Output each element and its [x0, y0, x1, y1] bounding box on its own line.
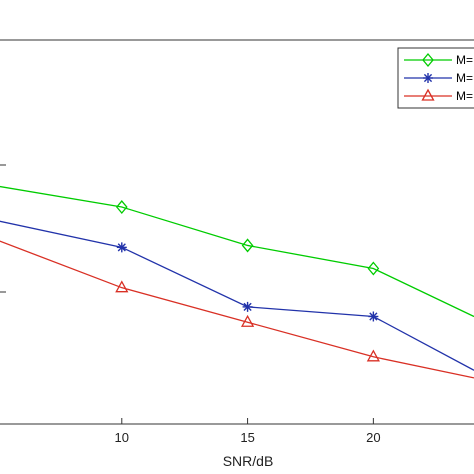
x-axis-title: SNR/dB	[223, 453, 274, 469]
legend-marker	[421, 88, 435, 101]
legend-marker	[422, 52, 434, 68]
data-point	[240, 314, 255, 327]
x-tick-label: 15	[240, 430, 254, 445]
y-axis-ticks	[0, 164, 6, 293]
series-3	[0, 240, 474, 379]
x-axis-ticks: 10 15 20	[115, 418, 381, 445]
legend: M= M= M=	[397, 47, 474, 109]
data-point	[242, 301, 253, 312]
x-tick-label: 20	[366, 430, 380, 445]
data-point	[116, 242, 127, 253]
x-tick-label: 10	[115, 430, 129, 445]
series-1	[0, 185, 474, 318]
series-line	[0, 185, 474, 318]
series-layer	[0, 185, 474, 379]
data-point	[115, 200, 128, 215]
data-point	[241, 238, 254, 253]
series-line	[0, 240, 474, 379]
legend-label: M=	[456, 89, 473, 103]
legend-label: M=	[456, 71, 473, 85]
series-line	[0, 220, 474, 371]
series-2	[0, 220, 474, 371]
data-point	[366, 349, 380, 362]
legend-label: M=	[456, 53, 473, 67]
data-point	[367, 261, 380, 276]
legend-marker	[423, 73, 433, 83]
data-point	[115, 280, 129, 293]
plot-frame	[0, 39, 474, 425]
data-point	[368, 311, 379, 322]
